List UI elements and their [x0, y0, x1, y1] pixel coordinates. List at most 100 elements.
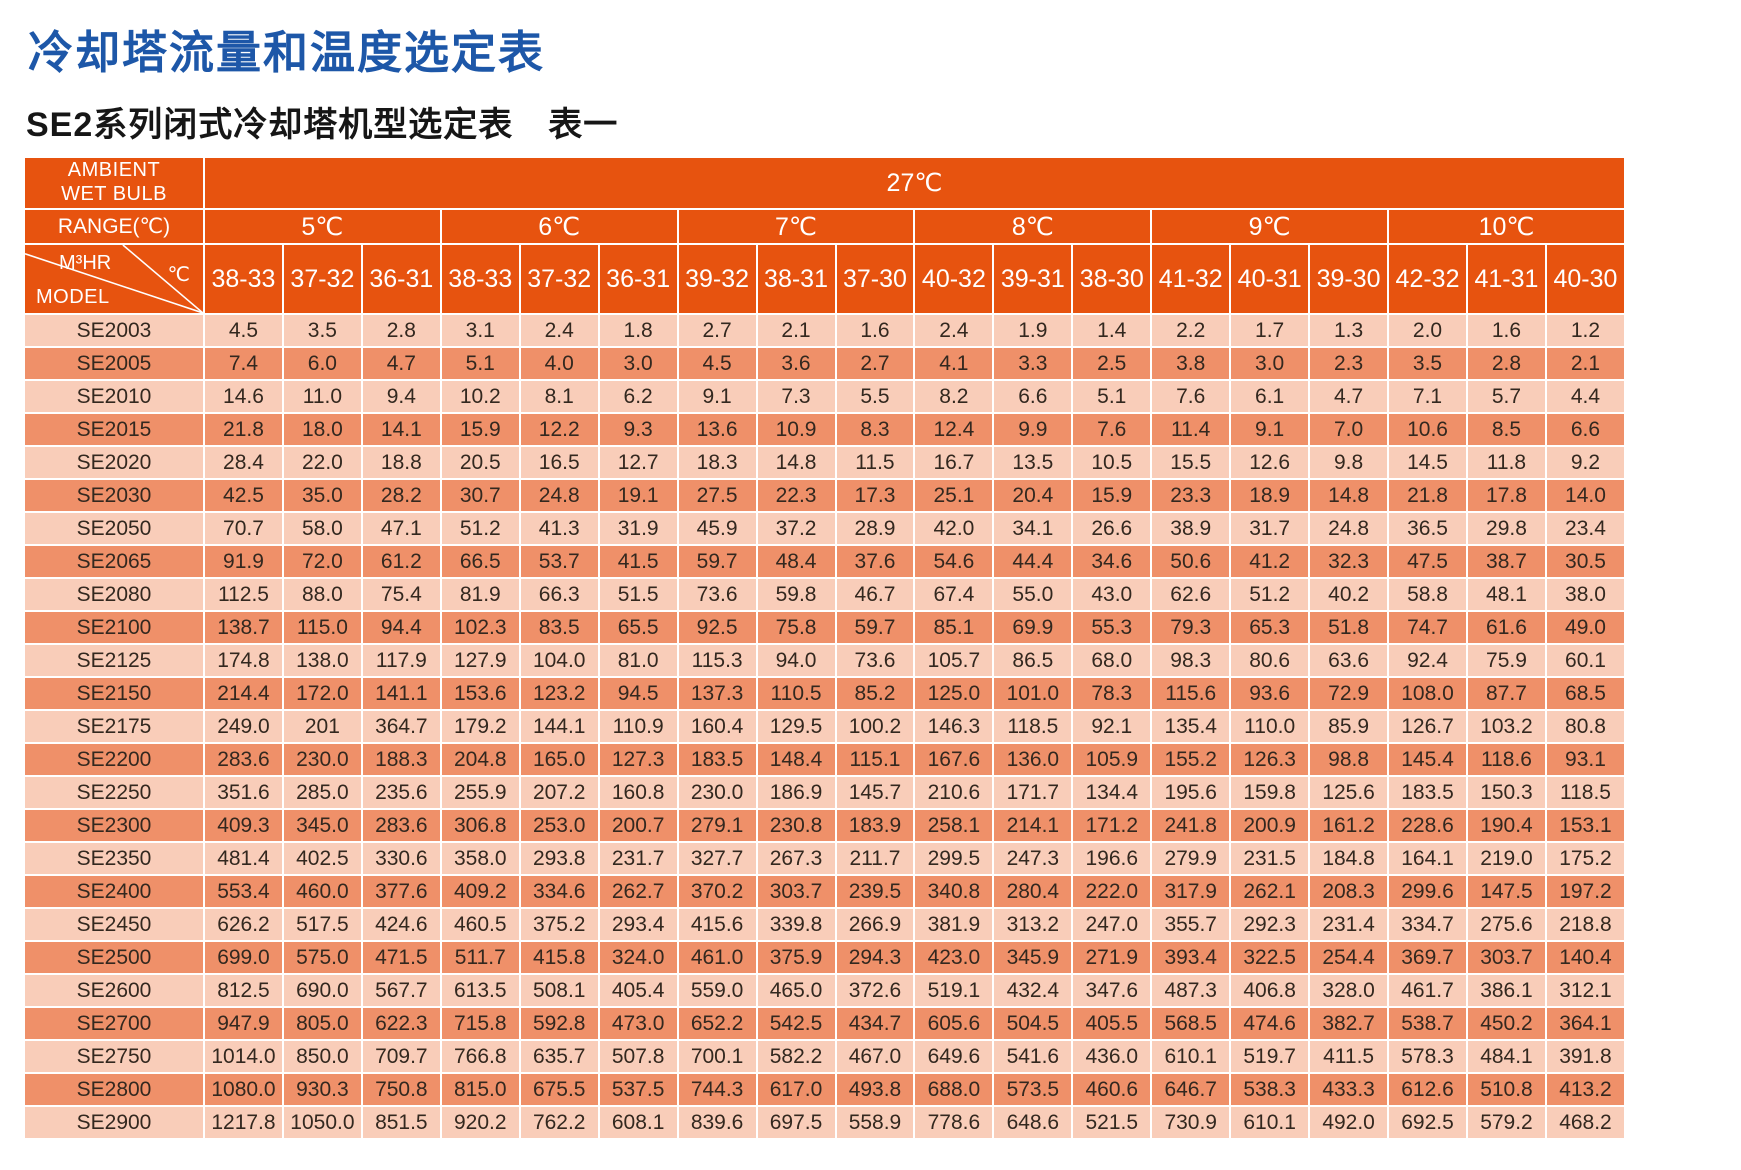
value-cell: 29.8: [1466, 511, 1547, 546]
value-cell: 197.2: [1544, 874, 1627, 909]
value-cell: 460.0: [281, 874, 363, 909]
value-cell: 947.9: [203, 1006, 284, 1041]
value-cell: 92.1: [1071, 709, 1153, 744]
value-cell: 59.8: [755, 577, 837, 612]
table-row: SE2700 947.9 805.0 622.3 715.8 592.8 473.0 652.…: [23, 1006, 1627, 1041]
value-cell: 635.7: [518, 1039, 600, 1074]
value-cell: 23.4: [1544, 511, 1627, 546]
value-cell: 271.9: [1071, 940, 1153, 975]
value-cell: 558.9: [834, 1105, 916, 1140]
table-row: SE2005 7.4 6.0 4.7 5.1 4.0 3.0 4.5 3.6 2.7 4.1 3.3 2…: [23, 346, 1627, 381]
value-cell: 521.5: [1071, 1105, 1153, 1140]
value-cell: 322.5: [1229, 940, 1311, 975]
value-cell: 183.9: [834, 808, 916, 843]
value-cell: 153.1: [1544, 808, 1627, 843]
value-cell: 381.9: [913, 907, 995, 942]
value-cell: 62.6: [1150, 577, 1232, 612]
value-cell: 699.0: [203, 940, 284, 975]
value-cell: 54.6: [913, 544, 995, 579]
value-cell: 434.7: [834, 1006, 916, 1041]
value-cell: 481.4: [203, 841, 284, 876]
value-cell: 11.0: [281, 379, 363, 414]
column-header-0: 38-33: [203, 243, 284, 315]
value-cell: 22.0: [281, 445, 363, 480]
value-cell: 63.6: [1308, 643, 1390, 678]
value-cell: 340.8: [913, 874, 995, 909]
value-cell: 183.5: [1387, 775, 1468, 810]
value-cell: 7.0: [1308, 412, 1390, 447]
model-cell: SE2300: [23, 808, 205, 843]
value-cell: 409.3: [203, 808, 284, 843]
value-cell: 538.3: [1229, 1072, 1311, 1107]
model-cell: SE2400: [23, 874, 205, 909]
table-row: SE2250 351.6 285.0 235.6 255.9 207.2 160.8 230.…: [23, 775, 1627, 810]
value-cell: 85.1: [913, 610, 995, 645]
model-cell: SE2005: [23, 346, 205, 381]
value-cell: 369.7: [1387, 940, 1468, 975]
value-cell: 15.5: [1150, 445, 1232, 480]
value-cell: 101.0: [992, 676, 1074, 711]
value-cell: 504.5: [992, 1006, 1074, 1041]
value-cell: 140.4: [1544, 940, 1627, 975]
value-cell: 117.9: [360, 643, 442, 678]
value-cell: 66.5: [439, 544, 521, 579]
value-cell: 144.1: [518, 709, 600, 744]
value-cell: 622.3: [360, 1006, 442, 1041]
value-cell: 610.1: [1229, 1105, 1311, 1140]
value-cell: 2.3: [1308, 346, 1390, 381]
value-cell: 53.7: [518, 544, 600, 579]
model-cell: SE2750: [23, 1039, 205, 1074]
value-cell: 6.1: [1229, 379, 1311, 414]
value-cell: 58.8: [1387, 577, 1468, 612]
table-row: SE2100 138.7 115.0 94.4 102.3 83.5 65.5 92.5 75.…: [23, 610, 1627, 645]
table-row: SE2750 1014.0 850.0 709.7 766.8 635.7 507.8 700…: [23, 1039, 1627, 1074]
value-cell: 6.6: [1544, 412, 1627, 447]
value-cell: 59.7: [834, 610, 916, 645]
value-cell: 125.0: [913, 676, 995, 711]
value-cell: 432.4: [992, 973, 1074, 1008]
value-cell: 127.3: [597, 742, 679, 777]
model-cell: SE2080: [23, 577, 205, 612]
value-cell: 94.4: [360, 610, 442, 645]
value-cell: 241.8: [1150, 808, 1232, 843]
value-cell: 135.4: [1150, 709, 1232, 744]
value-cell: 80.8: [1544, 709, 1627, 744]
value-cell: 38.0: [1544, 577, 1627, 612]
value-cell: 110.9: [597, 709, 679, 744]
value-cell: 146.3: [913, 709, 995, 744]
model-cell: SE2500: [23, 940, 205, 975]
value-cell: 12.7: [597, 445, 679, 480]
value-cell: 69.9: [992, 610, 1074, 645]
value-cell: 1014.0: [203, 1039, 284, 1074]
value-cell: 9.2: [1544, 445, 1627, 480]
model-cell: SE2050: [23, 511, 205, 546]
value-cell: 75.9: [1466, 643, 1547, 678]
value-cell: 411.5: [1308, 1039, 1390, 1074]
value-cell: 355.7: [1150, 907, 1232, 942]
value-cell: 3.8: [1150, 346, 1232, 381]
value-cell: 247.0: [1071, 907, 1153, 942]
value-cell: 65.5: [597, 610, 679, 645]
value-cell: 626.2: [203, 907, 284, 942]
value-cell: 50.6: [1150, 544, 1232, 579]
value-cell: 85.2: [834, 676, 916, 711]
range-group-7: 7℃: [676, 208, 916, 245]
value-cell: 17.3: [834, 478, 916, 513]
model-cell: SE2065: [23, 544, 205, 579]
value-cell: 125.6: [1308, 775, 1390, 810]
value-cell: 37.2: [755, 511, 837, 546]
value-cell: 18.3: [676, 445, 758, 480]
value-cell: 537.5: [597, 1072, 679, 1107]
value-cell: 6.6: [992, 379, 1074, 414]
value-cell: 7.3: [755, 379, 837, 414]
table-row: SE2003 4.5 3.5 2.8 3.1 2.4 1.8 2.7 2.1 1.6 2.4 1.9 1…: [23, 313, 1627, 348]
value-cell: 35.0: [281, 478, 363, 513]
value-cell: 18.8: [360, 445, 442, 480]
value-cell: 175.2: [1544, 841, 1627, 876]
header-row-ambient: AMBIENT WET BULB 27℃: [23, 156, 1626, 210]
value-cell: 239.5: [834, 874, 916, 909]
value-cell: 45.9: [676, 511, 758, 546]
value-cell: 255.9: [439, 775, 521, 810]
value-cell: 493.8: [834, 1072, 916, 1107]
value-cell: 573.5: [992, 1072, 1074, 1107]
